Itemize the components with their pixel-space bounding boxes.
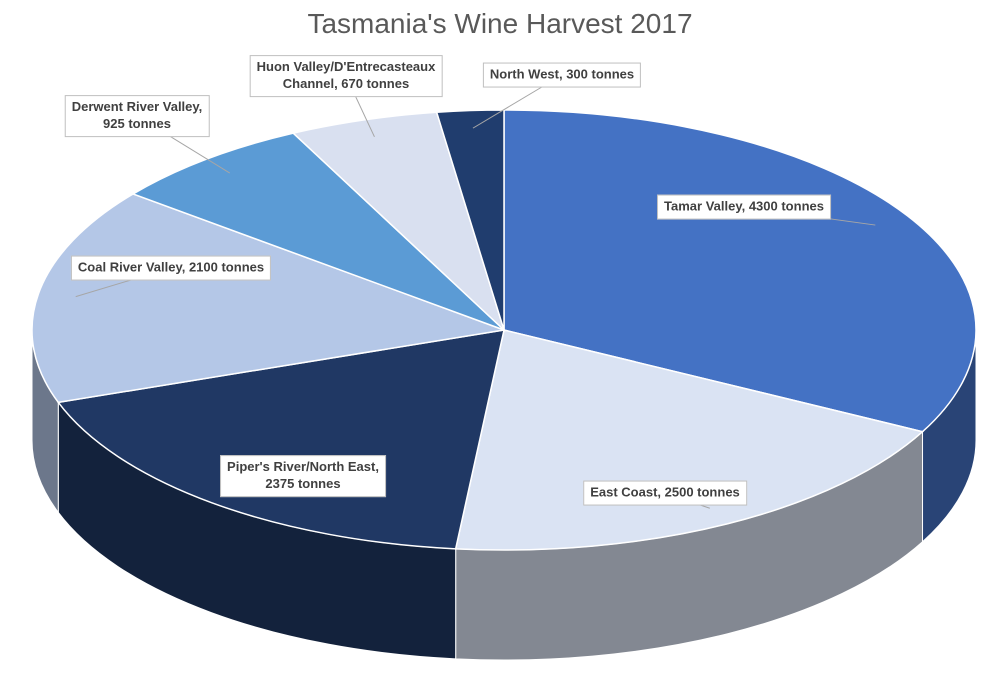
data-label: East Coast, 2500 tonnes xyxy=(583,480,747,506)
data-label: Derwent River Valley, 925 tonnes xyxy=(64,95,210,137)
data-label: Huon Valley/D'Entrecasteaux Channel, 670… xyxy=(249,55,443,97)
slice xyxy=(131,132,505,331)
data-label: North West, 300 tonnes xyxy=(482,62,642,88)
data-label: Piper's River/North East, 2375 tonnes xyxy=(220,455,386,497)
data-label: Coal River Valley, 2100 tonnes xyxy=(70,255,272,281)
slice xyxy=(31,193,507,404)
slice xyxy=(454,329,925,551)
slice xyxy=(503,109,977,433)
slice xyxy=(291,111,506,333)
chart-title: Tasmania's Wine Harvest 2017 xyxy=(307,8,693,39)
data-label: Tamar Valley, 4300 tonnes xyxy=(657,194,831,220)
